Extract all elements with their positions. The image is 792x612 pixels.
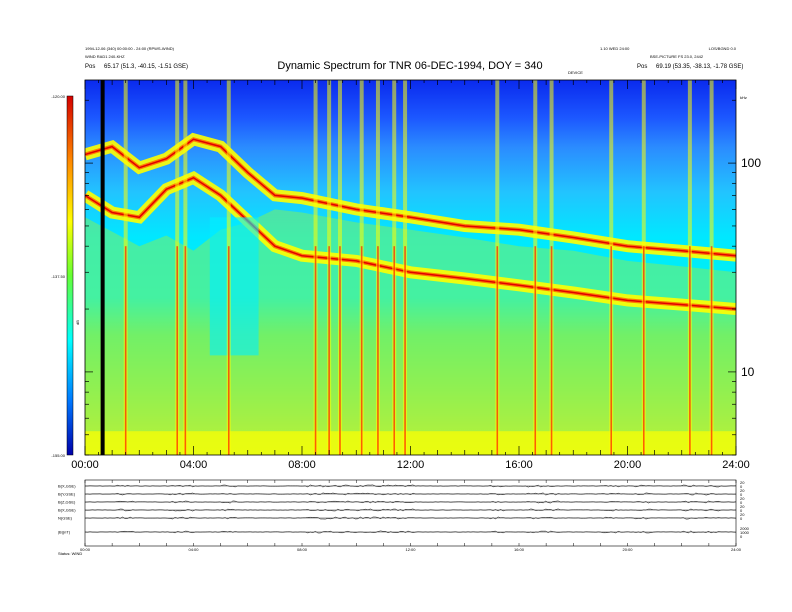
ts-series-5 <box>84 530 737 534</box>
ts-series-2 <box>84 500 737 504</box>
ts-tick-label: 08:00 <box>297 547 308 552</box>
ts-series-label: |B|(nT) <box>58 530 71 535</box>
header-left-pos-value: 65.17 (51.3, -40.15, -1.51 GSE) <box>104 64 188 70</box>
y-axis: 10 100 <box>85 99 761 456</box>
burst-core-7 <box>360 246 363 455</box>
chart-title: Dynamic Spectrum for TNR 06-DEC-1994, DO… <box>277 60 542 72</box>
ts-series-4 <box>84 516 737 520</box>
burst-core-3 <box>227 246 230 455</box>
ts-series-1 <box>84 492 737 496</box>
x-tick-label: 04:00 <box>180 459 208 471</box>
bottom-strip <box>85 431 736 455</box>
data-gap-line <box>100 80 105 455</box>
colorbar-label: dB <box>75 320 80 325</box>
burst-core-13 <box>550 246 553 455</box>
ts-scale-tick: 20 <box>740 512 745 517</box>
ts-scale-tick: 20 <box>740 496 745 501</box>
ts-scale-tick: 0 <box>740 500 743 505</box>
y-axis-unit: kHz <box>740 95 747 100</box>
burst-core-6 <box>339 246 341 455</box>
x-tick-label: 20:00 <box>614 459 642 471</box>
ts-scale-tick: 0 <box>740 516 743 521</box>
x-tick-label: 00:00 <box>71 459 99 471</box>
ts-scale-tick: 0 <box>740 508 743 513</box>
burst-core-1 <box>176 246 179 455</box>
ts-scale-tick: 20 <box>740 480 745 485</box>
header-center-small: DEVICE <box>568 70 583 75</box>
ts-scale-tick: 0 <box>740 534 743 539</box>
footer-status: Status: WIND <box>58 551 82 556</box>
ts-tick-label: 12:00 <box>405 547 416 552</box>
colorbar-tick-bottom: -155.00 <box>51 453 65 458</box>
ts-scale-tick: 2000 <box>740 526 750 531</box>
ts-series-label: N(GSE) <box>58 516 73 521</box>
timeseries-panel-frame <box>84 479 737 547</box>
ts-tick-label: 04:00 <box>188 547 199 552</box>
burst-core-11 <box>496 246 499 455</box>
burst-core-5 <box>328 246 330 455</box>
header-right-small: LOS/BGND 0.0 <box>709 46 737 51</box>
ts-scale-tick: 0 <box>740 492 743 497</box>
cyan-patch <box>209 217 259 356</box>
spectrogram-features <box>85 80 736 455</box>
spectrogram-plot <box>85 80 736 455</box>
ts-series-0 <box>85 484 737 488</box>
ts-tick-label: 00:00 <box>80 547 91 552</box>
y-tick-label: 100 <box>741 156 761 170</box>
colorbar-tick-mid: -137.50 <box>51 274 65 279</box>
ts-series-label: B(X,GSE) <box>58 508 76 513</box>
burst-core-12 <box>534 246 537 455</box>
burst-core-10 <box>404 246 406 455</box>
timeseries-x-axis: 00:00 04:00 08:00 12:00 16:00 20:00 24:00 <box>80 480 742 552</box>
burst-core-16 <box>689 246 691 455</box>
header-left-line2: WIND RAD1 240-KHZ <box>85 54 125 59</box>
ts-scale-tick: 20 <box>740 504 745 509</box>
upper-trace-core <box>85 138 736 257</box>
ts-series-label: B(X,GSE) <box>58 484 76 489</box>
ts-series-label: B(Z,GSE) <box>58 500 76 505</box>
x-tick-label: 16:00 <box>505 459 533 471</box>
ts-tick-label: 16:00 <box>514 547 525 552</box>
burst-core-14 <box>610 246 613 455</box>
burst-core-17 <box>710 246 713 455</box>
ts-series-3 <box>84 508 737 512</box>
burst-core-9 <box>393 246 396 455</box>
burst-core-4 <box>314 246 317 455</box>
header-right-pos-label: Pos <box>637 64 647 70</box>
ts-scale-tick: 20 <box>740 488 745 493</box>
ts-series-label: B(Y,GSE) <box>58 492 76 497</box>
colorbar <box>66 95 74 456</box>
ts-scale-tick: 0 <box>740 484 743 489</box>
timeseries-traces: B(X,GSE)200B(Y,GSE)200B(Z,GSE)200B(X,GSE… <box>58 480 750 539</box>
ts-tick-label: 20:00 <box>622 547 633 552</box>
burst-core-2 <box>184 246 187 455</box>
y-tick-label: 10 <box>741 365 755 379</box>
x-tick-label: 12:00 <box>397 459 425 471</box>
header-left-pos-label: Pos <box>85 64 95 70</box>
x-tick-label: 08:00 <box>288 459 316 471</box>
colorbar-tick-top: -120.00 <box>51 94 65 99</box>
ts-tick-label: 24:00 <box>731 547 742 552</box>
header-left-line1: 1994-12-06 (340) 00:00:00 - 24:00 (RPWS-… <box>85 46 175 51</box>
header-right-line1: 1.10 WED 24:00 <box>600 46 630 51</box>
burst-core-0 <box>124 246 127 455</box>
burst-core-15 <box>642 246 645 455</box>
header-right-pos-value: 69.19 (53.35, -38.13, -1.78 GSE) <box>656 64 743 70</box>
burst-core-8 <box>377 246 379 455</box>
x-tick-label: 24:00 <box>722 459 750 471</box>
header-right-small2: BSE-PICTURE FS 23.0, 2442 <box>650 54 704 59</box>
x-axis: 00:00 04:00 08:00 12:00 16:00 20:00 24:00 <box>71 80 750 471</box>
ts-scale-tick: 1000 <box>740 530 750 535</box>
